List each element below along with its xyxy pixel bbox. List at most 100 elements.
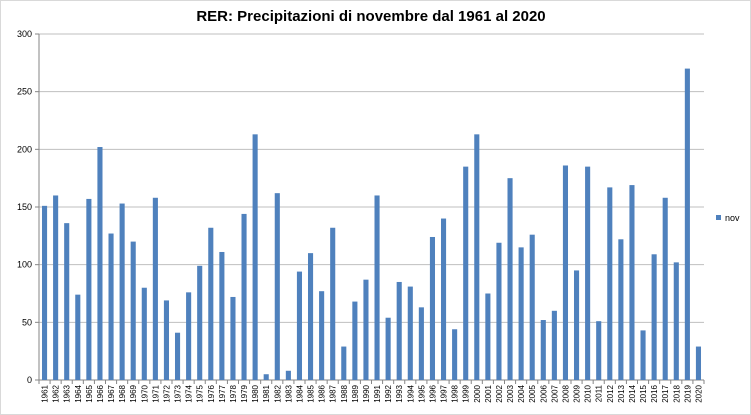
bar-1998 (452, 329, 458, 380)
bar-1963 (64, 223, 70, 380)
bar-1991 (374, 195, 380, 380)
y-tick-label: 100 (17, 260, 32, 270)
x-tick-label: 2018 (672, 384, 681, 402)
y-tick-label: 200 (17, 144, 32, 154)
x-tick-label: 1966 (96, 384, 105, 402)
x-tick-label: 2019 (683, 384, 692, 402)
bar-1967 (108, 233, 114, 380)
x-tick-label: 2016 (650, 384, 659, 402)
x-tick-label: 1976 (207, 384, 216, 402)
x-tick-label: 1999 (462, 384, 471, 402)
bar-1975 (197, 265, 203, 380)
x-tick-label: 2011 (595, 384, 604, 402)
y-tick-label: 250 (17, 87, 32, 97)
x-tick-label: 1971 (151, 384, 160, 402)
x-tick-label: 2006 (539, 384, 548, 402)
bar-1999 (463, 166, 469, 380)
bar-1988 (341, 346, 347, 380)
bar-1966 (97, 147, 103, 380)
bar-1993 (396, 281, 402, 380)
x-tick-label: 1978 (229, 384, 238, 402)
bar-2000 (474, 134, 480, 380)
x-tick-label: 2001 (484, 384, 493, 402)
bar-1983 (285, 370, 291, 380)
bar-1979 (241, 213, 247, 380)
bar-2013 (618, 239, 624, 380)
bar-1990 (363, 279, 369, 380)
x-tick-label: 1964 (74, 384, 83, 402)
bar-1996 (429, 236, 436, 380)
x-tick-label: 1980 (251, 384, 260, 402)
x-tick-label: 1973 (174, 384, 183, 402)
x-tick-label: 2012 (606, 384, 615, 402)
x-tick-label: 1986 (318, 384, 327, 402)
bar-1992 (385, 317, 391, 380)
x-tick-label: 1988 (340, 384, 349, 402)
bar-1984 (296, 271, 303, 380)
bar-2016 (651, 254, 657, 380)
bar-2014 (629, 185, 635, 380)
bar-1997 (440, 218, 447, 380)
bar-2007 (551, 310, 557, 380)
x-tick-label: 2020 (694, 384, 703, 402)
x-tick-label: 2008 (561, 384, 570, 402)
legend-label-nov: nov (725, 213, 740, 223)
bar-1982 (274, 193, 280, 380)
x-tick-label: 2002 (495, 384, 504, 402)
bar-1965 (86, 198, 92, 380)
y-tick-label: 0 (27, 375, 32, 385)
x-tick-label: 2005 (528, 384, 537, 402)
bar-1977 (219, 251, 225, 380)
bar-1973 (174, 332, 181, 380)
bar-1980 (252, 134, 258, 380)
x-tick-label: 1977 (218, 384, 227, 402)
bar-2015 (640, 330, 646, 380)
bar-2009 (573, 270, 580, 380)
bar-1974 (186, 292, 192, 380)
x-tick-label: 1961 (41, 384, 50, 402)
bar-1987 (330, 227, 336, 380)
bar-1976 (208, 227, 214, 380)
y-tick-label: 300 (17, 29, 32, 39)
x-tick-label: 1993 (395, 384, 404, 402)
bar-2020 (695, 346, 702, 380)
x-tick-label: 1998 (451, 384, 460, 402)
x-tick-label: 2009 (573, 384, 582, 402)
y-tick-label: 150 (17, 202, 32, 212)
x-tick-label: 2013 (617, 384, 626, 402)
chart-title: RER: Precipitazioni di novembre dal 1961… (196, 8, 545, 25)
bar-1962 (53, 195, 59, 380)
bar-1968 (119, 203, 125, 380)
x-tick-label: 1974 (185, 384, 194, 402)
bar-2017 (662, 197, 668, 380)
bar-2010 (585, 166, 591, 380)
x-tick-label: 1994 (406, 384, 415, 402)
x-tick-label: 1992 (384, 384, 393, 402)
bar-2011 (596, 321, 602, 380)
bar-2003 (507, 178, 513, 380)
x-tick-label: 2010 (584, 384, 593, 402)
bar-2005 (529, 234, 535, 380)
y-tick-label: 50 (22, 317, 32, 327)
y-tick-labels: 0 50 100 150 200 250 300 (17, 29, 32, 385)
bars (41, 68, 702, 380)
x-tick-label: 1969 (129, 384, 138, 402)
bar-1981 (263, 374, 269, 380)
x-tick-label: 1981 (262, 384, 271, 402)
x-tick-label: 2015 (639, 384, 648, 402)
bar-1995 (418, 307, 424, 380)
x-tick-label: 1975 (196, 384, 205, 402)
grid-lines (35, 33, 704, 381)
x-tick-label: 1995 (417, 384, 426, 402)
x-tick-label: 1991 (373, 384, 382, 402)
x-tick-labels: 1961 1962 1963 1964 1965 1966 1967 1968 1969 1970… (38, 380, 705, 403)
x-tick-label: 1965 (85, 384, 94, 402)
x-tick-label: 2017 (661, 384, 670, 402)
bar-2004 (518, 247, 524, 380)
bar-2006 (540, 320, 546, 380)
x-tick-label: 1982 (273, 384, 282, 402)
x-tick-label: 1983 (284, 384, 293, 402)
x-tick-label: 1989 (351, 384, 360, 402)
bar-1970 (141, 287, 147, 380)
